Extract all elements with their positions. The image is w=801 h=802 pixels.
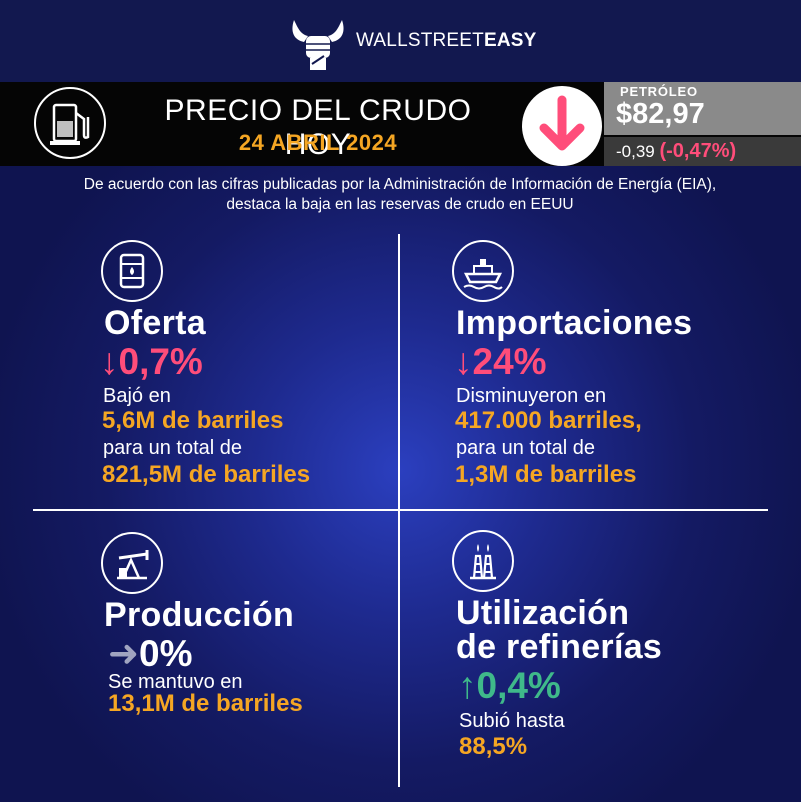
cargo-ship-icon: [452, 240, 514, 302]
change-box: [604, 137, 801, 166]
refinerias-title-line1: Utilización: [456, 594, 630, 632]
oil-barrel-icon: [101, 240, 163, 302]
intro-text: De acuerdo con las cifras publicadas por…: [83, 176, 717, 213]
arrow-down-icon: ↓: [454, 341, 473, 382]
produccion-change-value: 0%: [139, 633, 193, 674]
oferta-value2: 821,5M de barriles: [102, 461, 311, 488]
oferta-change-value: 0,7%: [118, 341, 203, 382]
importaciones-value1: 417.000 barriles,: [455, 407, 642, 434]
importaciones-change-value: 24%: [472, 341, 547, 382]
top-brand-band: [0, 0, 801, 82]
importaciones-line2: para un total de: [456, 437, 595, 459]
page-title: PRECIO DEL CRUDO HOY: [164, 94, 472, 161]
pumpjack-icon: [101, 532, 163, 594]
importaciones-title: Importaciones: [456, 304, 693, 342]
importaciones-value2: 1,3M de barriles: [455, 461, 637, 488]
importaciones-line1: Disminuyeron en: [456, 385, 607, 407]
oil-price: $82,97: [616, 98, 705, 130]
price-change-pct: (-0,47%): [659, 140, 737, 162]
brand-name: WALLSTREETEASY: [356, 30, 537, 52]
report-date: 24 ABRIL 2024: [238, 130, 398, 155]
horizontal-divider: [33, 509, 768, 511]
brand-name-bold: EASY: [484, 30, 537, 51]
bull-fist-icon: [292, 20, 344, 70]
oferta-line2: para un total de: [103, 437, 242, 459]
brand-name-light: WALLSTREET: [356, 30, 484, 51]
refinerias-value1: 88,5%: [459, 733, 528, 760]
produccion-change: ➜0%: [108, 634, 193, 674]
oferta-title: Oferta: [104, 304, 206, 342]
importaciones-change: ↓24%: [454, 342, 547, 382]
arrow-right-icon: ➜: [108, 633, 140, 674]
refinery-towers-icon: [452, 530, 514, 592]
refinerias-line1: Subió hasta: [459, 710, 565, 732]
arrow-up-icon: ↑: [458, 665, 477, 706]
produccion-line1: Se mantuvo en: [108, 671, 243, 693]
refinerias-change: ↑0,4%: [458, 666, 561, 706]
produccion-title: Producción: [104, 596, 295, 634]
price-change: -0,39 (-0,47%): [616, 140, 736, 163]
oferta-line1: Bajó en: [103, 385, 171, 407]
price-label: PETRÓLEO: [620, 84, 698, 99]
price-change-abs: -0,39: [616, 142, 655, 161]
oferta-change: ↓0,7%: [100, 342, 203, 382]
refinerias-title-line2: de refinerías: [456, 628, 663, 666]
arrow-down-icon: ↓: [100, 341, 119, 382]
oferta-value1: 5,6M de barriles: [102, 407, 284, 434]
produccion-value1: 13,1M de barriles: [108, 690, 303, 717]
refinerias-change-value: 0,4%: [476, 665, 561, 706]
arrow-down-icon: [522, 86, 602, 166]
fuel-pump-icon: [34, 87, 106, 159]
price-box: [604, 82, 801, 135]
